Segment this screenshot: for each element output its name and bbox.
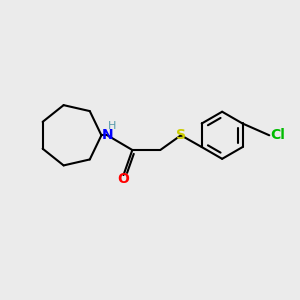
Text: H: H bbox=[107, 121, 116, 131]
Text: Cl: Cl bbox=[271, 128, 286, 142]
Text: S: S bbox=[176, 128, 186, 142]
Text: O: O bbox=[118, 172, 129, 186]
Text: N: N bbox=[101, 128, 113, 142]
